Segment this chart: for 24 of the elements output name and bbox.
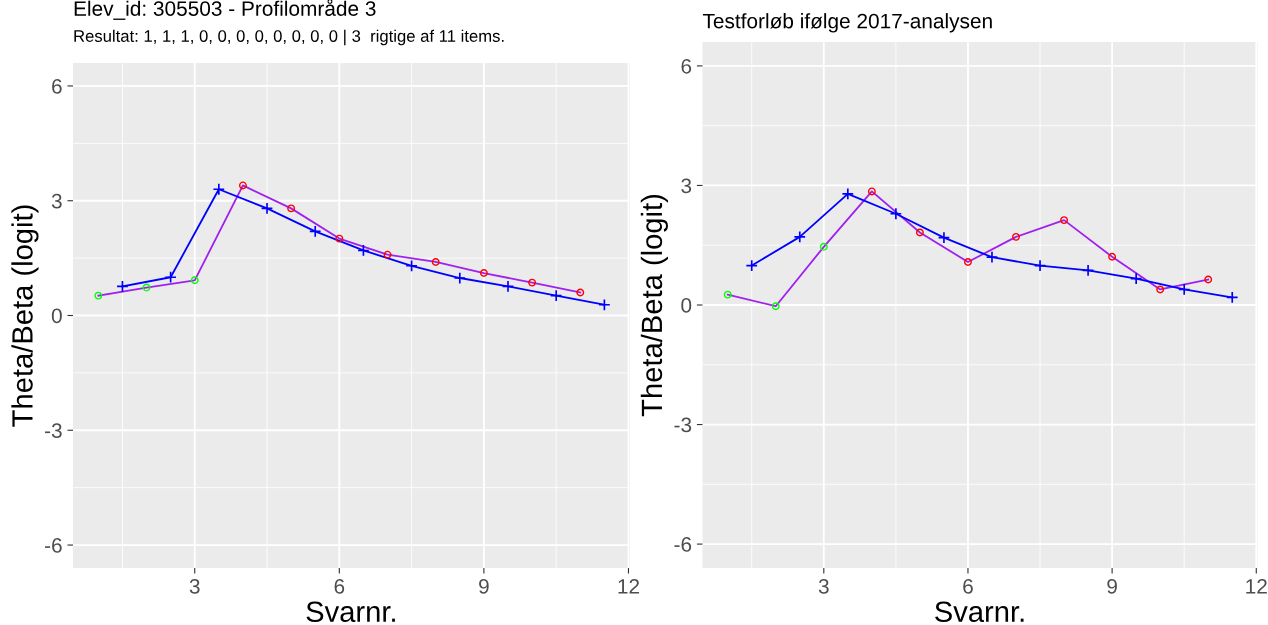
x-tick-label: 6: [334, 578, 345, 594]
y-tick-label: -3: [45, 423, 62, 439]
x-tick-label: 9: [479, 578, 489, 594]
y-axis-title: Theta/Beta (logit): [640, 194, 668, 417]
y-tick-label: 3: [681, 178, 692, 194]
y-tick-label: -6: [674, 537, 692, 552]
x-tick-label: 9: [1107, 578, 1117, 594]
x-tick-label: 3: [818, 578, 829, 594]
y-tick-label: 3: [51, 193, 62, 209]
y-tick-label: 6: [681, 58, 692, 74]
y-tick-label: -3: [674, 417, 692, 433]
chart-subtitle: Resultat: 1, 1, 1, 0, 0, 0, 0, 0, 0, 0, 0 | 3 rigtige af 11 items.: [74, 29, 504, 46]
y-axis-title: Theta/Beta (logit): [11, 205, 39, 427]
x-tick-label: 3: [189, 578, 200, 594]
x-tick-label: 12: [618, 578, 640, 594]
y-tick-label: 0: [51, 308, 62, 324]
y-tick-label: 6: [52, 78, 62, 94]
x-axis-title: Svarnr.: [935, 601, 1024, 623]
x-tick-label: 12: [1246, 578, 1267, 594]
x-axis-title: Svarnr.: [306, 601, 395, 623]
y-tick-label: 0: [681, 298, 692, 313]
chart-title: Testforløb ifølge 2017-analysen: [702, 13, 992, 33]
y-tick-label: -6: [45, 538, 62, 553]
x-tick-label: 6: [963, 578, 973, 594]
